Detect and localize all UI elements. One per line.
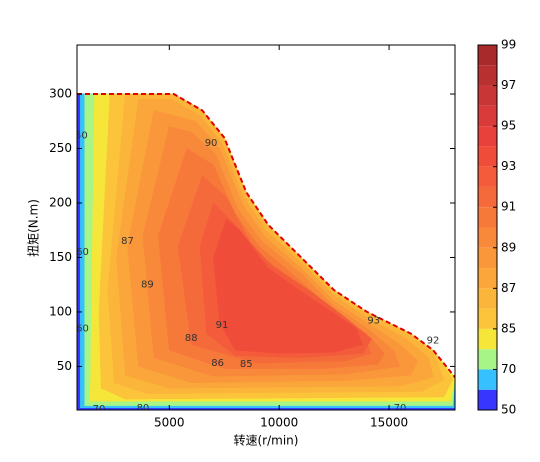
contour-label: 91	[216, 320, 229, 331]
y-tick-label: 300	[49, 87, 72, 101]
max-torque-line	[77, 93, 455, 378]
contour-label: 70	[93, 404, 106, 415]
colorbar-band	[478, 186, 497, 208]
contour-label: 50	[75, 130, 88, 141]
x-tick-label: 15000	[370, 416, 408, 430]
y-tick-label: 100	[49, 304, 72, 318]
x-tick-label: 5000	[154, 416, 185, 430]
contour-label: 93	[367, 316, 380, 327]
colorbar-band	[478, 105, 497, 127]
contour-region	[213, 218, 364, 354]
colorbar-band	[478, 126, 497, 147]
colorbar-band	[478, 65, 497, 86]
colorbar-tick-label: 93	[501, 159, 516, 173]
contour-label: 86	[211, 358, 224, 369]
plot-frame	[76, 44, 456, 411]
colorbar-band	[478, 45, 497, 66]
y-tick-label: 200	[49, 195, 72, 209]
y-tick-label: 150	[49, 250, 72, 264]
colorbar-band	[478, 268, 497, 289]
colorbar-tick-label: 99	[501, 38, 516, 52]
colorbar-band	[478, 247, 497, 269]
contour-label: 80	[137, 403, 150, 414]
colorbar-band	[478, 349, 497, 370]
colorbar-tick-label: 91	[501, 200, 516, 214]
colorbar-tick-label: 97	[501, 78, 516, 92]
colorbar-band	[478, 227, 497, 248]
colorbar-frame	[477, 44, 498, 411]
x-axis-label: 转速(r/min)	[234, 433, 299, 448]
colorbar-band	[478, 308, 497, 329]
colorbar-tick-label: 87	[501, 281, 516, 295]
colorbar-band	[478, 288, 497, 309]
colorbar-band	[478, 328, 497, 350]
contour-label: 92	[427, 335, 440, 346]
y-tick-label: 50	[57, 359, 72, 373]
colorbar-band	[478, 369, 497, 390]
colorbar-tick-label: 70	[501, 362, 516, 376]
colorbar-band	[478, 207, 497, 228]
colorbar-tick-label: 95	[501, 119, 516, 133]
contour-label: 88	[185, 333, 198, 344]
plot-area: 90 87 89 91 88 86 85 93 92 80 70 70 60 60 50	[75, 93, 455, 415]
colorbar-band	[478, 146, 497, 167]
colorbar-band	[478, 166, 497, 187]
colorbar-tick-label: 85	[501, 321, 516, 335]
contour-label: 85	[240, 359, 253, 370]
contour-label: 89	[141, 280, 154, 291]
colorbar-tick-label: 89	[501, 240, 516, 254]
colorbar-tick-label: 50	[501, 403, 516, 417]
x-tick-label: 10000	[260, 416, 298, 430]
contour-label: 70	[394, 403, 407, 414]
contour-label: 60	[76, 323, 89, 334]
colorbar-band	[478, 85, 497, 106]
contour-label: 90	[205, 138, 218, 149]
contour-label: 60	[76, 247, 89, 258]
colorbar-band	[478, 389, 497, 410]
y-tick-label: 250	[49, 141, 72, 155]
y-axis-label: 扭矩(N.m)	[27, 199, 41, 257]
contour-label: 87	[121, 236, 134, 247]
